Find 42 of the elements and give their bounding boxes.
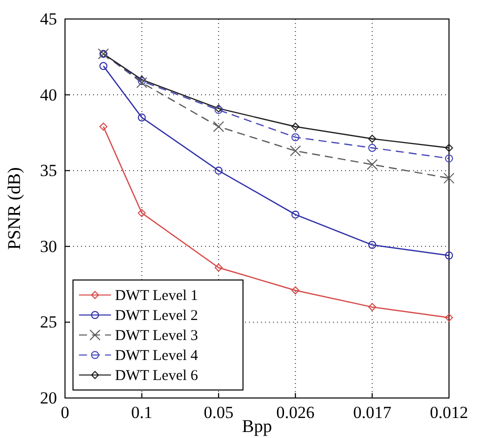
point — [444, 172, 454, 184]
legend-label: DWT Level 6 — [115, 368, 199, 384]
x-tick-label: 0.017 — [353, 403, 392, 422]
x-tick-label: 0.012 — [430, 403, 468, 422]
point — [291, 286, 300, 294]
y-tick-label: 40 — [40, 85, 57, 104]
x-tick-label: 0.026 — [276, 403, 315, 422]
legend-label: DWT Level 4 — [115, 348, 199, 364]
legend-label: DWT Level 1 — [115, 288, 198, 304]
point — [445, 251, 453, 260]
y-tick-label: 20 — [40, 388, 57, 408]
y-tick-label: 30 — [40, 236, 57, 256]
point — [368, 303, 376, 312]
point — [445, 314, 453, 322]
legend-label: DWT Level 3 — [115, 328, 198, 344]
point — [291, 210, 300, 219]
point — [213, 121, 224, 132]
point — [291, 133, 300, 142]
point — [368, 240, 376, 249]
y-tick-label: 45 — [40, 9, 57, 28]
point — [138, 114, 146, 122]
point — [366, 159, 378, 170]
x-tick-label: 0.05 — [204, 403, 234, 422]
point — [138, 209, 146, 218]
x-tick-label: 0 — [60, 403, 70, 422]
x-tick-label: 0.1 — [131, 403, 152, 422]
point — [445, 144, 453, 152]
point — [214, 264, 223, 272]
point — [368, 144, 376, 152]
point — [99, 122, 108, 131]
point — [99, 62, 108, 70]
legend-label: DWT Level 2 — [115, 308, 198, 324]
x-axis-title: Bpp — [242, 416, 272, 436]
y-tick-label: 25 — [40, 312, 57, 332]
point — [136, 77, 148, 88]
point — [368, 134, 376, 143]
point — [290, 145, 301, 156]
point — [445, 154, 453, 162]
y-axis-title: PSNR (dB) — [4, 167, 24, 250]
point — [214, 166, 223, 175]
point — [291, 122, 300, 131]
y-tick-label: 35 — [40, 161, 57, 180]
